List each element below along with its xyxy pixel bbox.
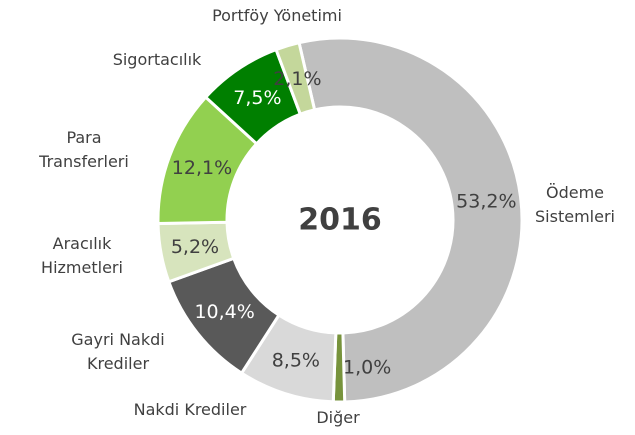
value-label: 5,2% (171, 236, 219, 258)
value-label: 8,5% (272, 350, 320, 372)
value-label: 10,4% (194, 301, 254, 323)
chart-title: 2016 (298, 203, 382, 238)
category-label: Ödeme Sistemleri (535, 183, 615, 226)
category-label: Aracılık Hizmetleri (41, 234, 123, 277)
value-label: 2,1% (273, 68, 321, 90)
category-label: Nakdi Krediler (133, 400, 247, 419)
donut-segment (274, 40, 317, 117)
value-label: 7,5% (233, 87, 281, 109)
category-label: Diğer (316, 408, 360, 427)
donut-segment (297, 36, 524, 404)
category-label: Gayri Nakdi Krediler (71, 330, 165, 373)
value-label: 12,1% (172, 157, 232, 179)
category-label: Para Transferleri (39, 128, 129, 171)
value-label: 53,2% (456, 190, 516, 212)
value-label: 1,0% (343, 356, 391, 378)
category-label: Sigortacılık (112, 50, 202, 69)
category-label: Portföy Yönetimi (212, 6, 342, 25)
